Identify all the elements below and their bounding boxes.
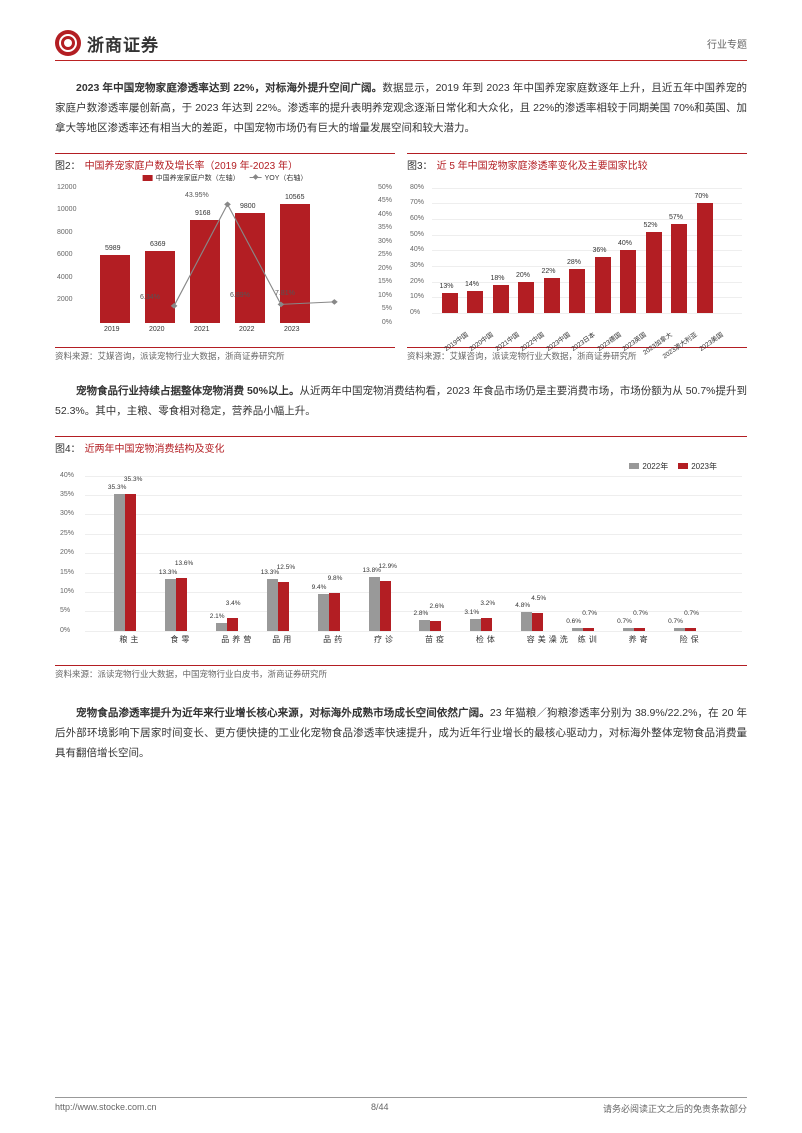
paragraph-3: 宠物食品渗透率提升为近年来行业增长核心来源，对标海外成熟市场成长空间依然广阔。2…	[55, 704, 747, 764]
chart3: 0%10%20%30%40%50%60%70%80%13%2019中国14%20…	[407, 178, 747, 343]
para2-bold: 宠物食品行业持续占据整体宠物消费 50%以上。	[76, 385, 299, 397]
footer-page: 8/44	[371, 1102, 389, 1115]
chart2: 中国养宠家庭户数（左轴）YOY（右轴）200040006000800010000…	[55, 178, 395, 343]
chart4-title: 图4：近两年中国宠物消费结构及变化	[55, 436, 747, 455]
logo: 浙商证券	[55, 30, 159, 56]
footer-disclaimer: 请务必阅读正文之后的免责条款部分	[603, 1102, 747, 1115]
chart3-title: 图3：近 5 年中国宠物家庭渗透率变化及主要国家比较	[407, 153, 747, 172]
chart2-source: 资料来源：艾媒咨询，派读宠物行业大数据，浙商证券研究所	[55, 347, 395, 362]
logo-icon	[55, 30, 81, 56]
doc-category: 行业专题	[707, 36, 747, 51]
footer-url: http://www.stocke.com.cn	[55, 1102, 157, 1115]
chart4: 2022年2023年0%5%10%15%20%25%30%35%40%35.3%…	[55, 461, 747, 661]
paragraph-2: 宠物食品行业持续占据整体宠物消费 50%以上。从近两年中国宠物消费结构看，202…	[55, 382, 747, 422]
company-name: 浙商证券	[87, 31, 159, 56]
page-footer: http://www.stocke.com.cn 8/44 请务必阅读正文之后的…	[55, 1097, 747, 1115]
para1-bold: 2023 年中国宠物家庭渗透率达到 22%，对标海外提升空间广阔。	[76, 82, 382, 94]
chart2-title: 图2：中国养宠家庭户数及增长率（2019 年-2023 年）	[55, 153, 395, 172]
para3-bold: 宠物食品渗透率提升为近年来行业增长核心来源，对标海外成熟市场成长空间依然广阔。	[76, 707, 490, 719]
chart4-source: 资料来源：派读宠物行业大数据，中国宠物行业白皮书，浙商证券研究所	[55, 665, 747, 680]
paragraph-1: 2023 年中国宠物家庭渗透率达到 22%，对标海外提升空间广阔。数据显示，20…	[55, 79, 747, 139]
page-header: 浙商证券 行业专题	[55, 30, 747, 61]
